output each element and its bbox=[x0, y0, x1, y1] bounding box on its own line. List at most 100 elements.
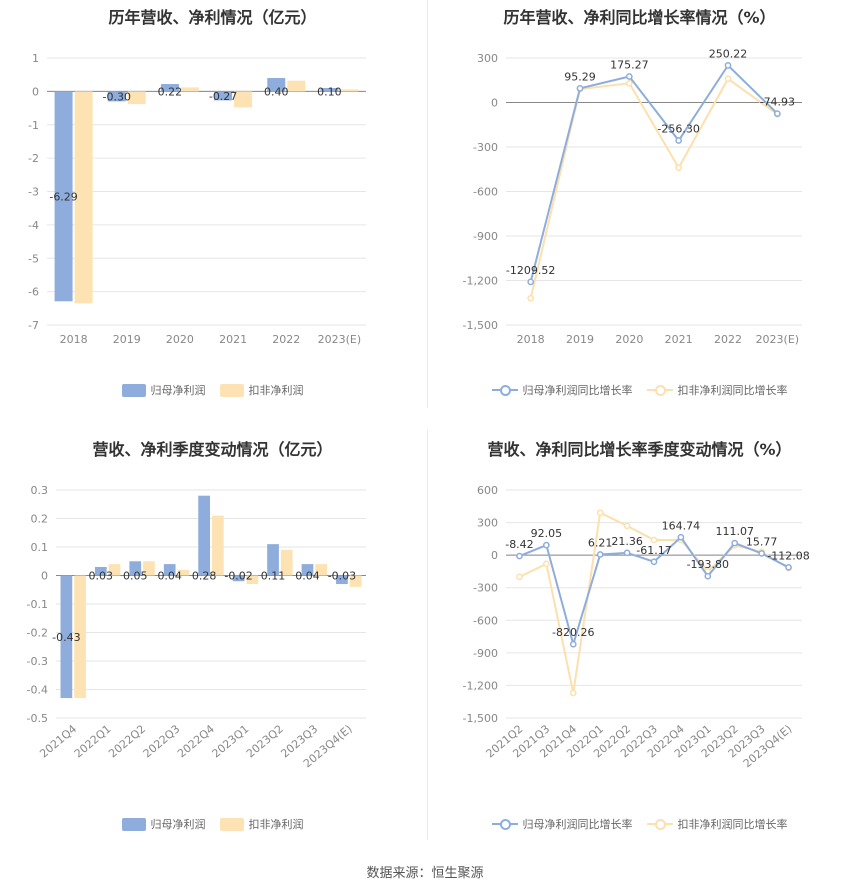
data-label: 92.05 bbox=[531, 527, 563, 540]
bar-deducted-profit bbox=[180, 87, 199, 92]
point-parent-growth bbox=[569, 640, 577, 648]
y-tick-label: -300 bbox=[473, 141, 498, 154]
y-tick-label: -5 bbox=[28, 252, 39, 265]
y-tick-label: 0 bbox=[491, 549, 498, 562]
y-tick-label: -900 bbox=[473, 647, 498, 660]
data-label: 0.40 bbox=[264, 85, 289, 98]
data-label: 0.11 bbox=[261, 570, 286, 583]
x-tick-label: 2021 bbox=[219, 333, 247, 346]
legend-label: 归母净利润 bbox=[150, 384, 206, 397]
legend-item-parent-profit[interactable]: 归母净利润 bbox=[121, 816, 206, 832]
y-tick-label: -300 bbox=[473, 582, 498, 595]
legend-item-deducted-profit[interactable]: 扣非净利润 bbox=[219, 816, 304, 832]
bar-parent-profit bbox=[301, 564, 314, 576]
y-tick-label: -2 bbox=[28, 152, 39, 165]
point-deducted-growth bbox=[569, 689, 577, 697]
chart-title-quarterly-profit: 营收、净利季度变动情况（亿元） bbox=[92, 440, 333, 459]
legend-label: 扣非净利润同比增长率 bbox=[677, 384, 788, 397]
data-label: -1209.52 bbox=[506, 264, 555, 277]
legend-label: 扣非净利润 bbox=[248, 818, 304, 831]
y-tick-label: -0.1 bbox=[27, 598, 48, 611]
x-tick-label: 2022Q1 bbox=[72, 722, 114, 760]
bar-deducted-profit bbox=[349, 575, 362, 587]
panel-divider-bottom bbox=[427, 430, 428, 840]
chart-quarterly-profit: 0.3 0.2 0.1 0 -0.1 -0.2 -0.3 -0.4 -0.5 -0.43 0.03 0… bbox=[27, 484, 366, 770]
y-tick-label: -6 bbox=[28, 286, 39, 299]
legend-label: 扣非净利润同比增长率 bbox=[677, 818, 788, 831]
x-tick-label: 2018 bbox=[517, 333, 545, 346]
legend-annual-growth: 归母净利润同比增长率 扣非净利润同比增长率 bbox=[427, 382, 850, 398]
data-label: -0.27 bbox=[209, 90, 237, 103]
bar-parent-profit bbox=[107, 91, 126, 102]
x-tick-label: 2020 bbox=[166, 333, 194, 346]
legend-annual-profit: 归母净利润 扣非净利润 bbox=[0, 382, 425, 398]
y-tick-label: -600 bbox=[473, 186, 498, 199]
x-tick-label: 2023(E) bbox=[756, 333, 800, 346]
data-label: -8.42 bbox=[505, 538, 533, 551]
bar-deducted-profit bbox=[340, 89, 359, 92]
y-tick-label: -1 bbox=[28, 119, 39, 132]
x-tick-label: 2023Q1 bbox=[210, 722, 252, 760]
y-tick-label: 0 bbox=[41, 570, 48, 583]
legend-swatch-orange bbox=[219, 817, 244, 831]
legend-item-parent-growth[interactable]: 归母净利润同比增长率 bbox=[491, 816, 633, 832]
legend-item-parent-profit[interactable]: 归母净利润 bbox=[121, 382, 206, 398]
y-tick-label: -1,500 bbox=[463, 319, 498, 332]
point-deducted-growth bbox=[724, 75, 732, 83]
legend-label: 归母净利润 bbox=[150, 818, 206, 831]
bar-parent-profit bbox=[54, 91, 73, 302]
point-deducted-growth bbox=[516, 573, 523, 581]
legend-label: 归母净利润同比增长率 bbox=[522, 818, 633, 831]
point-parent-growth bbox=[785, 563, 792, 571]
point-deducted-growth bbox=[527, 294, 535, 302]
legend-line-orange-icon bbox=[646, 383, 673, 397]
point-parent-growth bbox=[543, 541, 550, 549]
series-line-parent-growth bbox=[529, 63, 779, 283]
bar-parent-profit bbox=[267, 78, 286, 92]
x-tick-label: 2022Q2 bbox=[106, 722, 148, 760]
y-tick-label: -0.3 bbox=[27, 655, 48, 668]
legend-item-deducted-growth[interactable]: 扣非净利润同比增长率 bbox=[646, 816, 788, 832]
y-tick-label: 1 bbox=[32, 52, 39, 65]
bar-deducted-profit bbox=[74, 91, 93, 304]
data-label: 21.36 bbox=[611, 535, 643, 548]
bar-deducted-profit bbox=[246, 575, 259, 585]
point-parent-growth bbox=[675, 137, 683, 144]
data-label: -0.43 bbox=[52, 631, 80, 644]
y-tick-label: 300 bbox=[477, 517, 498, 530]
legend-swatch-orange bbox=[219, 383, 244, 397]
y-tick-label: 0.3 bbox=[31, 484, 49, 497]
point-deducted-growth bbox=[675, 164, 683, 172]
data-source-note: 数据来源：恒生聚源 bbox=[366, 866, 484, 881]
legend-quarterly-growth: 归母净利润同比增长率 扣非净利润同比增长率 bbox=[427, 816, 850, 832]
point-parent-growth bbox=[677, 533, 685, 541]
x-tick-label: 2023Q2 bbox=[244, 722, 286, 760]
y-tick-label: -0.5 bbox=[27, 712, 48, 725]
x-tick-label: 2022Q4 bbox=[175, 722, 217, 760]
x-tick-label: 2019 bbox=[566, 333, 594, 346]
point-deducted-growth bbox=[650, 536, 658, 544]
bar-deducted-profit bbox=[287, 80, 306, 92]
bar-parent-profit bbox=[163, 564, 176, 576]
point-parent-growth bbox=[527, 278, 535, 286]
legend-item-deducted-profit[interactable]: 扣非净利润 bbox=[219, 382, 304, 398]
bar-parent-profit bbox=[336, 575, 348, 585]
data-label: -74.93 bbox=[760, 96, 795, 109]
legend-swatch-blue bbox=[121, 383, 146, 397]
y-tick-label: -4 bbox=[28, 219, 39, 232]
data-label: -0.30 bbox=[103, 90, 131, 103]
y-tick-label: 300 bbox=[477, 52, 498, 65]
point-deducted-growth bbox=[596, 509, 604, 517]
point-parent-growth bbox=[773, 110, 781, 117]
legend-line-blue-icon bbox=[491, 383, 518, 397]
bar-parent-profit bbox=[232, 575, 245, 582]
legend-item-parent-growth[interactable]: 归母净利润同比增长率 bbox=[491, 382, 633, 398]
data-label: 0.04 bbox=[295, 570, 320, 583]
bar-parent-profit bbox=[320, 88, 339, 92]
data-label: 95.29 bbox=[564, 70, 596, 83]
x-tick-label: 2022Q3 bbox=[141, 722, 183, 760]
legend-item-deducted-growth[interactable]: 扣非净利润同比增长率 bbox=[646, 382, 788, 398]
legend-line-blue-icon bbox=[491, 817, 518, 831]
point-deducted-growth bbox=[625, 79, 633, 87]
point-parent-growth bbox=[623, 549, 631, 557]
